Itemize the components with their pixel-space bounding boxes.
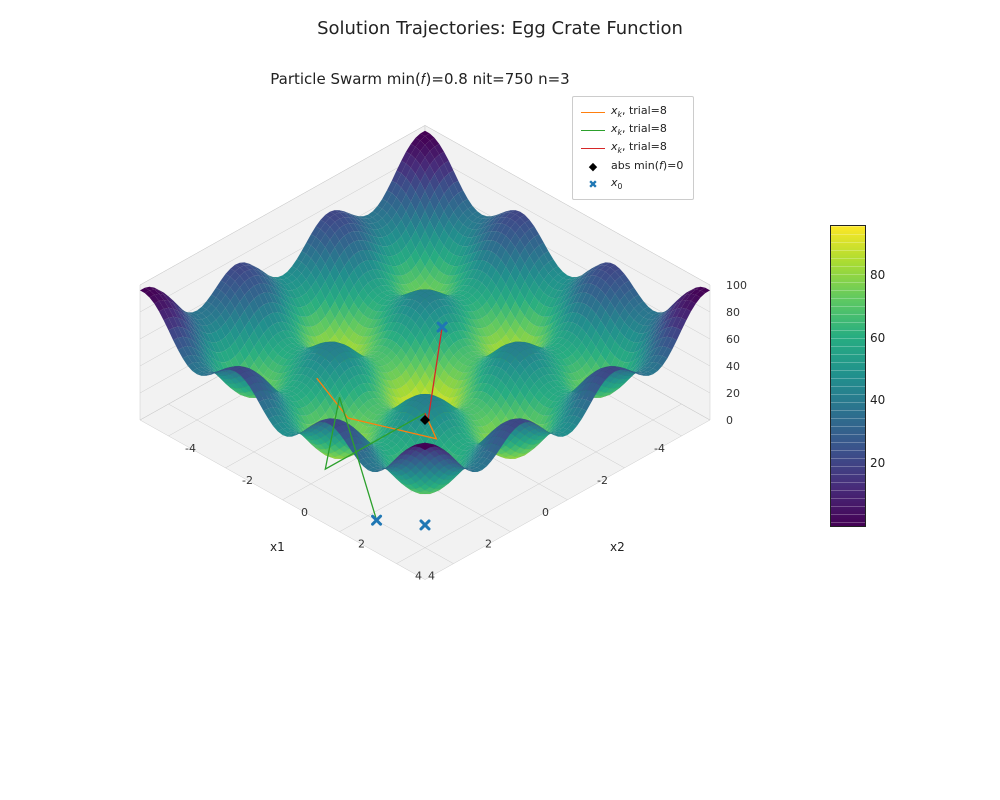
- legend-line-swatch: [581, 112, 605, 113]
- svg-text:2: 2: [358, 538, 365, 551]
- svg-text:4: 4: [428, 570, 435, 583]
- legend-label: xk, trial=8: [611, 139, 667, 157]
- figure-suptitle: Solution Trajectories: Egg Crate Functio…: [0, 18, 1000, 39]
- svg-text:-4: -4: [654, 442, 665, 455]
- svg-text:0: 0: [301, 506, 308, 519]
- legend-marker-swatch: ✖: [581, 179, 605, 190]
- legend-entry: ◆ abs min(f)=0: [581, 157, 683, 175]
- legend-label: xk, trial=8: [611, 103, 667, 121]
- colorbar-tick: 60: [870, 331, 885, 345]
- svg-text:20: 20: [726, 387, 740, 400]
- colorbar-hatch: [831, 226, 865, 526]
- legend-entry: xk, trial=8: [581, 121, 683, 139]
- legend: xk, trial=8xk, trial=8xk, trial=8◆abs mi…: [572, 96, 694, 200]
- axes-title: Particle Swarm min(𝑓)=0.8 nit=750 n=3: [170, 70, 670, 88]
- svg-text:60: 60: [726, 333, 740, 346]
- legend-entry: xk, trial=8: [581, 103, 683, 121]
- colorbar-rect: [830, 225, 866, 527]
- svg-text:100: 100: [726, 279, 747, 292]
- svg-text:80: 80: [726, 306, 740, 319]
- legend-line-swatch: [581, 148, 605, 149]
- svg-text:0: 0: [542, 506, 549, 519]
- legend-label: abs min(f)=0: [611, 158, 683, 175]
- x1-axis-label: x1: [270, 540, 285, 554]
- legend-entry: xk, trial=8: [581, 139, 683, 157]
- legend-label: x0: [611, 175, 622, 193]
- svg-text:0: 0: [726, 414, 733, 427]
- colorbar-tick: 40: [870, 393, 885, 407]
- svg-text:4: 4: [415, 570, 422, 583]
- colorbar-tick: 20: [870, 456, 885, 470]
- legend-label: xk, trial=8: [611, 121, 667, 139]
- legend-line-swatch: [581, 130, 605, 131]
- svg-text:-2: -2: [242, 474, 253, 487]
- x2-axis-label: x2: [610, 540, 625, 554]
- svg-text:-4: -4: [185, 442, 196, 455]
- svg-text:40: 40: [726, 360, 740, 373]
- svg-text:2: 2: [485, 538, 492, 551]
- colorbar: [830, 225, 866, 527]
- legend-marker-swatch: ◆: [581, 161, 605, 172]
- svg-text:-2: -2: [597, 474, 608, 487]
- legend-entry: ✖ x0: [581, 175, 683, 193]
- colorbar-tick: 80: [870, 268, 885, 282]
